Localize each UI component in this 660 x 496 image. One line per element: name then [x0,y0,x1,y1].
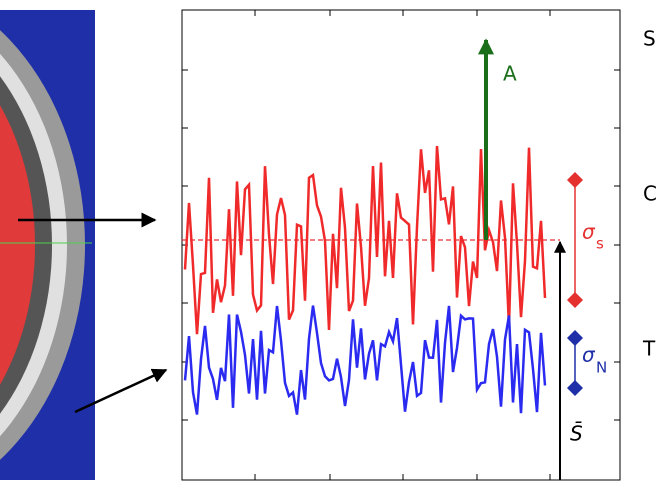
brain-image [0,10,95,480]
plot-frame [181,9,621,481]
sigma-n-label: σ [582,343,596,367]
sigma-n-diamonds [567,330,583,396]
pointer-arrow [74,368,168,414]
signal-trace [183,145,547,335]
side-label: T [642,337,656,361]
side-label: S [643,27,656,51]
ticks [182,10,620,480]
noise-trace [183,305,547,415]
sigma-s-label: σ [582,220,596,244]
amplitude-label: A [503,62,517,86]
mean-label: S̄ [570,421,583,446]
sigma-n-sub: N [596,359,607,377]
sigma-s-sub: s [596,235,604,253]
side-label: C [643,182,657,206]
